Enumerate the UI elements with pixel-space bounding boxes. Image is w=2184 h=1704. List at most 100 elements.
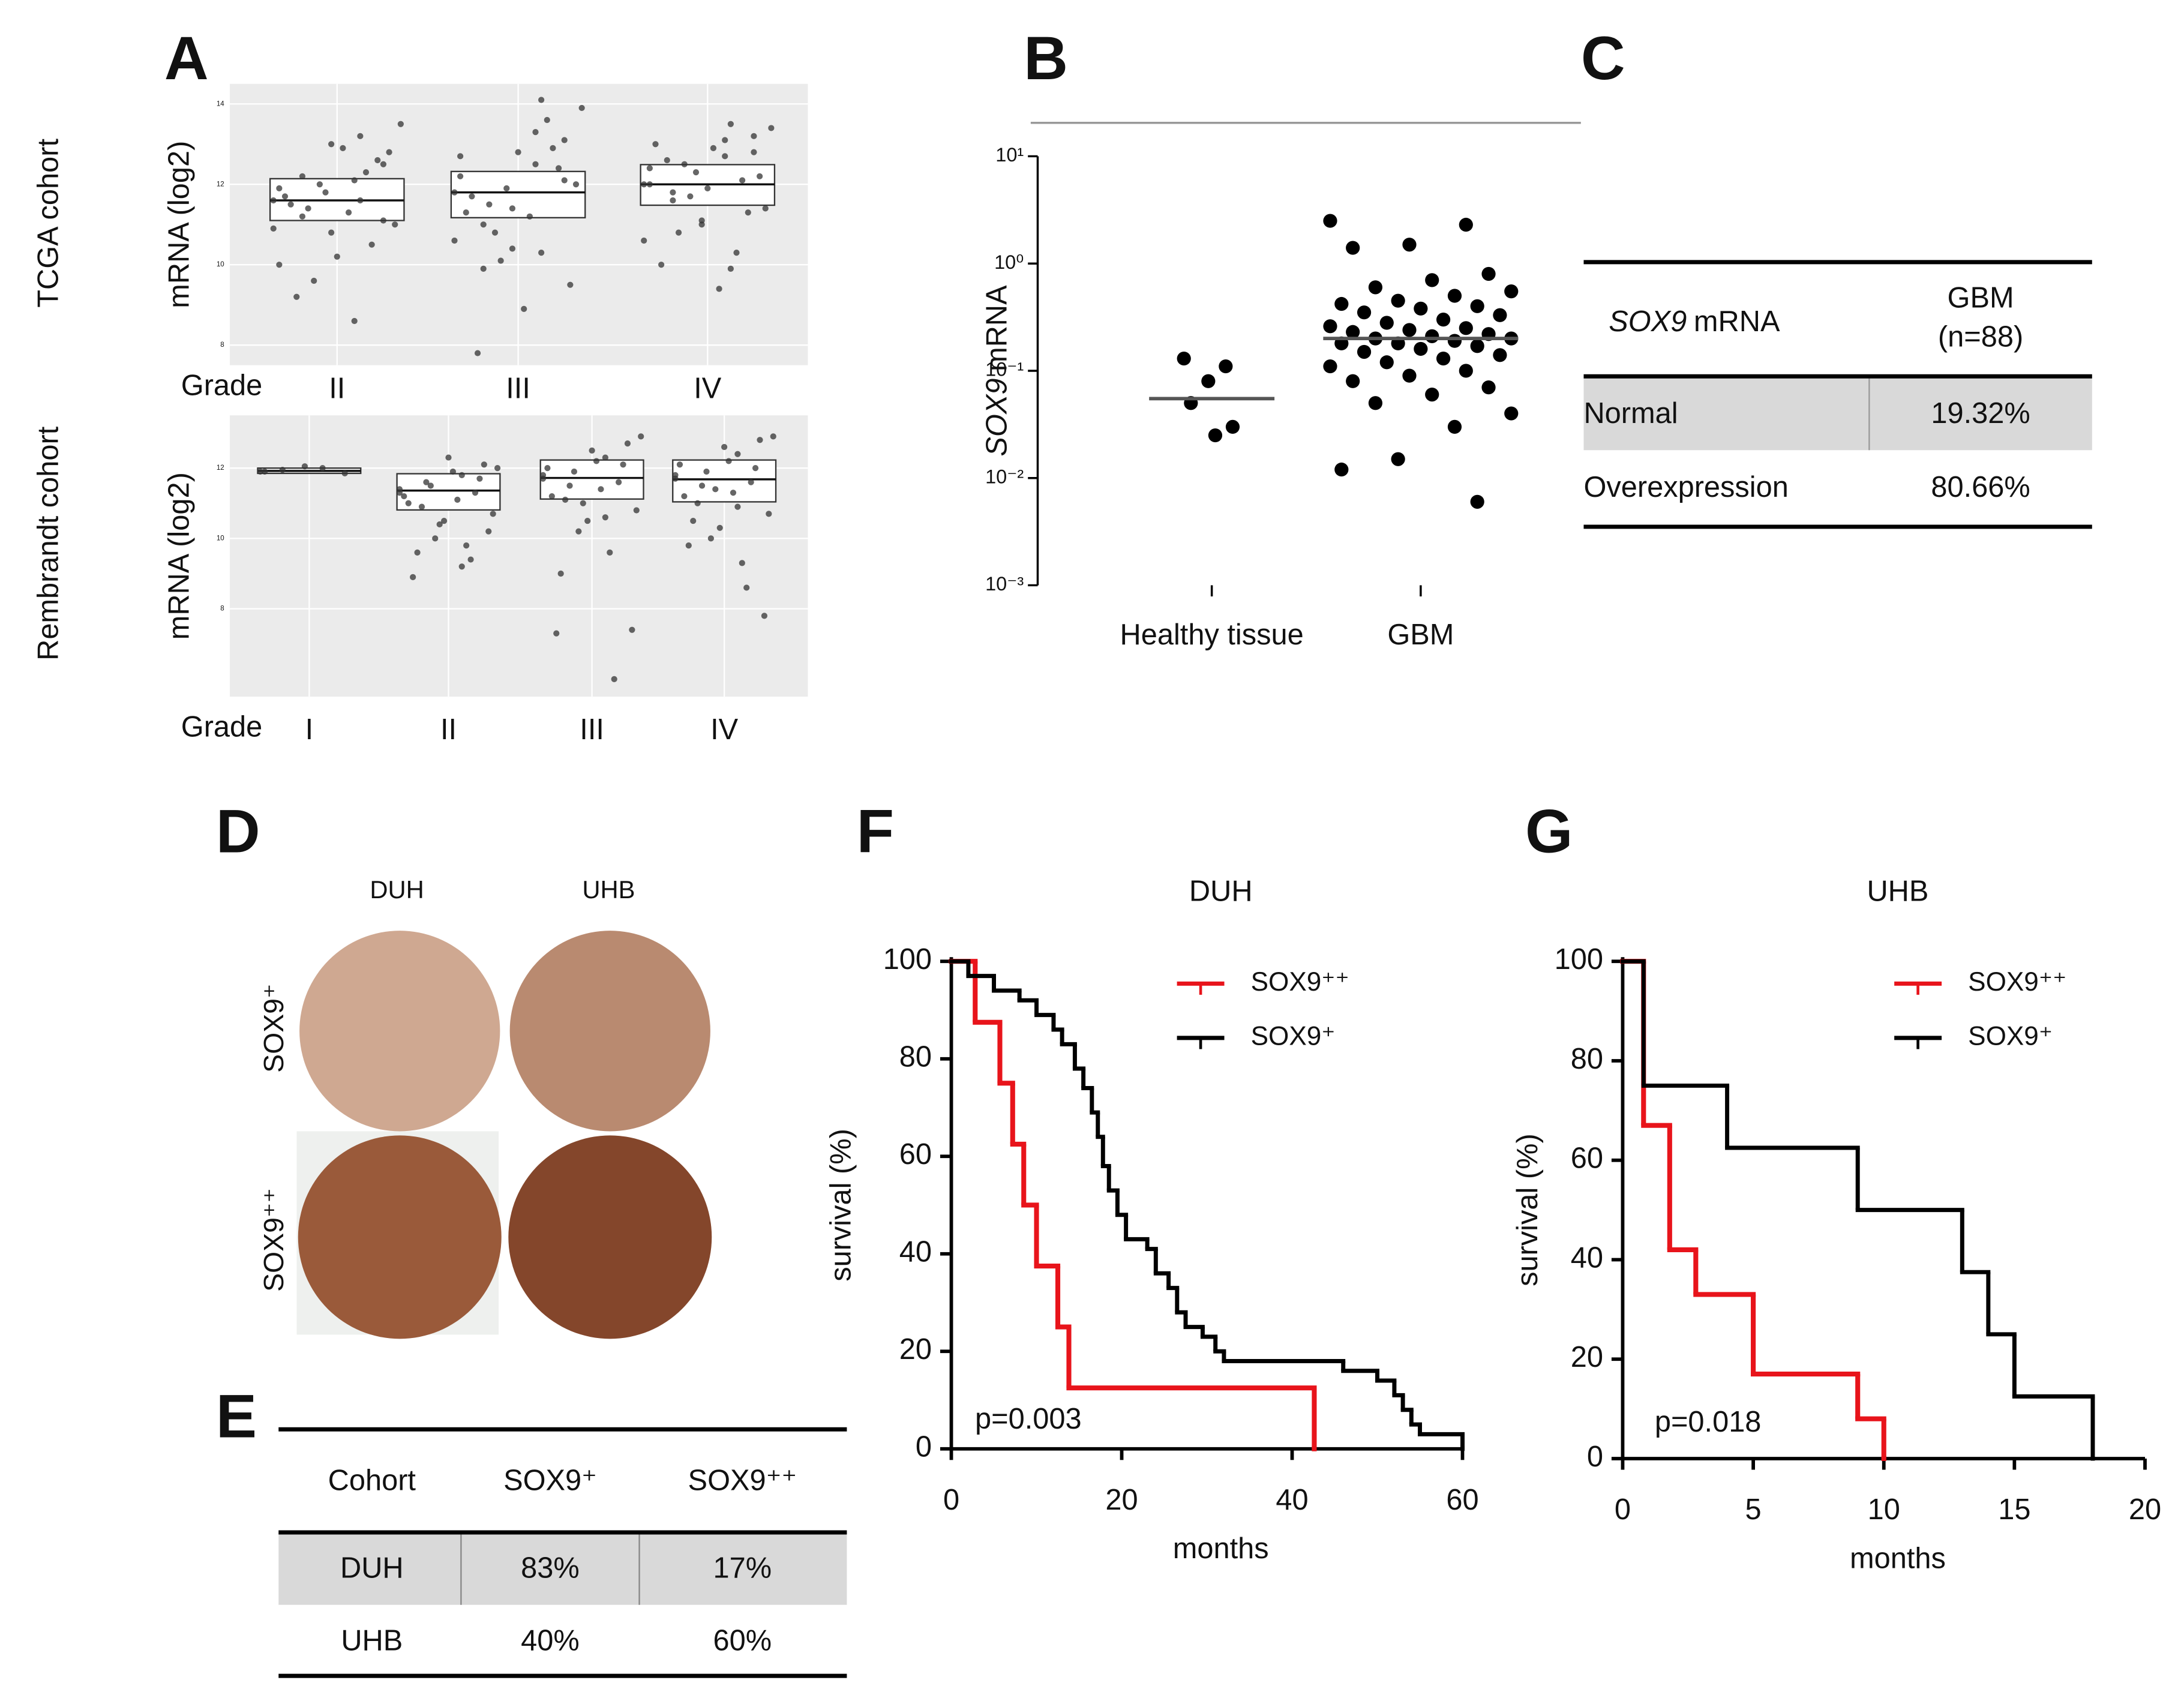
data-point: [756, 173, 763, 179]
data-point: [490, 511, 496, 517]
data-point: [341, 470, 348, 477]
data-point: [743, 584, 750, 591]
data-point: [497, 257, 504, 264]
data-point: [279, 466, 286, 473]
data-point: [739, 560, 745, 566]
data-point: [761, 613, 768, 619]
column-label: DUH: [370, 875, 424, 904]
y-tick-label: 80: [1571, 1043, 1603, 1075]
table-header: (n=88): [1938, 320, 2023, 353]
y-axis-label-gene: SOX9: [980, 378, 1013, 456]
data-point: [557, 570, 564, 577]
data-point: [328, 141, 335, 148]
y-tick-label: 20: [899, 1333, 932, 1366]
data-point: [1201, 374, 1216, 388]
data-point: [445, 454, 452, 461]
data-point: [469, 193, 475, 200]
data-point: [405, 500, 412, 506]
data-point: [509, 205, 516, 212]
y-tick-label: 20: [1571, 1341, 1603, 1373]
data-point: [598, 486, 604, 493]
y-tick-label: 12: [217, 180, 224, 188]
data-point: [730, 490, 737, 496]
data-point: [458, 472, 465, 478]
data-point: [624, 440, 631, 447]
data-point: [374, 157, 381, 164]
data-point: [550, 145, 556, 152]
data-point: [544, 465, 551, 472]
data-point: [704, 185, 711, 192]
y-axis-label: mRNA (log2): [163, 141, 196, 308]
data-point: [454, 496, 461, 503]
row-label: SOX9⁺: [258, 984, 289, 1073]
table-header: SOX9⁺: [503, 1464, 597, 1496]
data-point: [602, 514, 608, 521]
data-point: [1334, 462, 1349, 477]
data-point: [722, 137, 728, 143]
data-point: [463, 542, 470, 549]
data-point: [262, 468, 268, 475]
box: [539, 459, 644, 500]
data-point: [580, 500, 586, 506]
data-point: [544, 116, 550, 124]
data-point: [727, 265, 734, 272]
data-point: [602, 454, 608, 461]
legend-label: SOX9⁺⁺: [1251, 967, 1349, 997]
x-tick-label: II: [329, 372, 345, 404]
data-point: [401, 493, 407, 500]
data-point: [410, 574, 416, 580]
y-tick-label: 100: [883, 943, 932, 976]
data-point: [305, 205, 311, 212]
data-point: [368, 241, 375, 248]
data-point: [457, 153, 464, 160]
y-tick-label: 60: [1571, 1142, 1603, 1175]
data-point: [589, 447, 595, 454]
data-point: [532, 129, 539, 136]
data-point: [561, 137, 568, 143]
data-point: [1219, 359, 1233, 374]
data-point: [752, 465, 759, 472]
data-point: [629, 626, 635, 633]
data-point: [646, 181, 653, 188]
data-point: [1379, 316, 1394, 330]
x-tick-label: IV: [710, 713, 739, 746]
row-shade: [278, 1532, 847, 1605]
data-point: [762, 205, 769, 212]
tissue-core: [299, 931, 500, 1132]
cohort-label: TCGA cohort: [32, 139, 64, 308]
data-point: [357, 197, 364, 204]
data-point: [494, 465, 501, 472]
y-tick-label: 40: [899, 1236, 932, 1268]
data-point: [1368, 280, 1383, 295]
row-label: SOX9⁺⁺: [258, 1188, 289, 1292]
x-tick-label: 40: [1276, 1484, 1308, 1516]
table-header: GBM: [1948, 281, 2014, 314]
data-point: [485, 528, 492, 535]
data-point: [351, 317, 358, 325]
data-point: [572, 181, 580, 188]
data-point: [1414, 301, 1428, 316]
x-tick-label: 20: [2129, 1493, 2161, 1526]
data-point: [1436, 313, 1451, 327]
data-point: [270, 197, 277, 204]
y-tick-label: 10⁻²: [985, 466, 1024, 487]
data-point: [311, 277, 317, 284]
data-point: [538, 249, 545, 256]
data-point: [646, 165, 653, 172]
y-tick-label: 14: [217, 100, 224, 107]
data-point: [1504, 406, 1519, 421]
data-point: [299, 213, 306, 220]
data-point: [703, 468, 710, 475]
data-point: [1414, 341, 1428, 356]
data-point: [710, 145, 717, 152]
y-tick-label: 100: [1555, 943, 1603, 976]
data-point: [319, 465, 326, 472]
legend-label: SOX9⁺: [1968, 1022, 2053, 1051]
data-point: [745, 209, 751, 216]
data-point: [436, 521, 443, 528]
y-tick-label: 10¹: [995, 144, 1024, 166]
y-tick-label: 60: [899, 1138, 932, 1171]
data-point: [687, 193, 694, 200]
data-point: [451, 189, 458, 196]
data-point: [1391, 293, 1405, 308]
